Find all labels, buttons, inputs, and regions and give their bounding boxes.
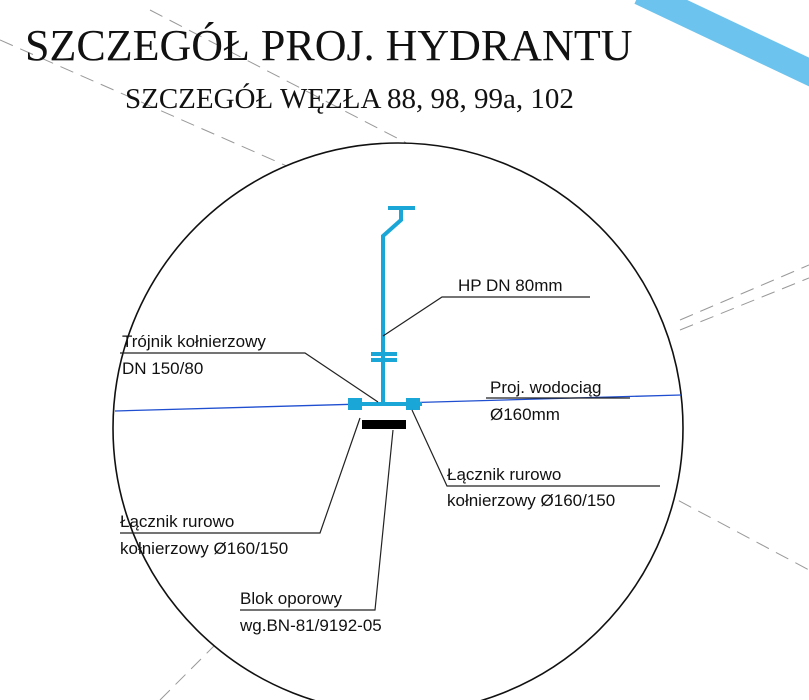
label: HP DN 80mm — [458, 276, 563, 295]
label: kołnierzowy Ø160/150 — [120, 539, 288, 558]
subtitle: SZCZEGÓŁ WĘZŁA 88, 98, 99a, 102 — [125, 82, 574, 115]
river — [634, 0, 809, 87]
thrust-block — [362, 420, 406, 429]
label: kołnierzowy Ø160/150 — [447, 491, 615, 510]
label: Trójnik kołnierzowy — [122, 332, 266, 351]
label: wg.BN-81/9192-05 — [239, 616, 382, 635]
label: Łącznik rurowo — [120, 512, 234, 531]
title: SZCZEGÓŁ PROJ. HYDRANTU — [25, 21, 632, 70]
leaders — [120, 296, 660, 611]
label: Proj. wodociąg — [490, 378, 602, 397]
label: Blok oporowy — [240, 589, 343, 608]
hydrant — [348, 206, 422, 410]
label: Łącznik rurowo — [447, 465, 561, 484]
label: Ø160mm — [490, 405, 560, 424]
label: DN 150/80 — [122, 359, 203, 378]
